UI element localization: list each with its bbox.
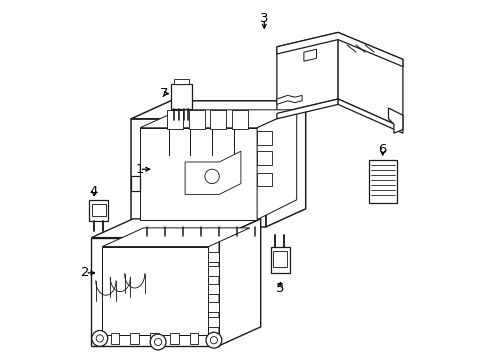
- Bar: [167, 110, 183, 129]
- Circle shape: [205, 332, 222, 348]
- Bar: [208, 302, 219, 312]
- Polygon shape: [276, 32, 337, 113]
- Bar: [368, 160, 396, 203]
- Polygon shape: [102, 247, 208, 335]
- Circle shape: [204, 169, 219, 184]
- Polygon shape: [91, 219, 260, 238]
- Polygon shape: [337, 32, 402, 128]
- Bar: [173, 79, 189, 84]
- Bar: [150, 333, 159, 344]
- Bar: [208, 266, 219, 276]
- Text: 7: 7: [160, 87, 168, 100]
- Circle shape: [210, 337, 217, 344]
- Circle shape: [96, 335, 103, 342]
- Polygon shape: [303, 49, 316, 61]
- Bar: [188, 110, 204, 129]
- Bar: [231, 110, 247, 129]
- Bar: [208, 317, 219, 327]
- Polygon shape: [337, 99, 402, 133]
- Polygon shape: [265, 101, 305, 227]
- Polygon shape: [140, 128, 257, 220]
- Bar: [210, 110, 226, 129]
- Bar: [208, 252, 219, 262]
- Text: 3: 3: [260, 12, 268, 25]
- Text: 4: 4: [90, 185, 98, 198]
- Circle shape: [154, 338, 162, 346]
- Text: 1: 1: [135, 163, 143, 176]
- Bar: [270, 247, 289, 273]
- Polygon shape: [219, 219, 260, 346]
- Bar: [209, 333, 218, 344]
- Text: 5: 5: [276, 282, 284, 294]
- Polygon shape: [257, 110, 296, 220]
- Polygon shape: [387, 108, 402, 133]
- Polygon shape: [102, 228, 249, 247]
- Polygon shape: [276, 99, 337, 119]
- Bar: [257, 173, 271, 186]
- Bar: [110, 333, 119, 344]
- Bar: [257, 151, 271, 165]
- Polygon shape: [140, 110, 296, 128]
- Bar: [130, 333, 139, 344]
- Bar: [170, 84, 192, 109]
- Bar: [273, 251, 286, 267]
- Polygon shape: [185, 151, 241, 194]
- Text: 6: 6: [378, 143, 386, 156]
- Bar: [170, 333, 178, 344]
- Polygon shape: [131, 101, 305, 119]
- Circle shape: [92, 330, 107, 346]
- Polygon shape: [131, 119, 265, 227]
- Polygon shape: [131, 176, 140, 191]
- Polygon shape: [276, 95, 302, 104]
- Polygon shape: [276, 32, 402, 67]
- Circle shape: [150, 334, 166, 350]
- Bar: [257, 131, 271, 145]
- Bar: [89, 200, 108, 221]
- Bar: [208, 284, 219, 294]
- Bar: [189, 333, 198, 344]
- Bar: [92, 204, 105, 216]
- Text: 2: 2: [81, 266, 89, 279]
- Polygon shape: [91, 238, 219, 346]
